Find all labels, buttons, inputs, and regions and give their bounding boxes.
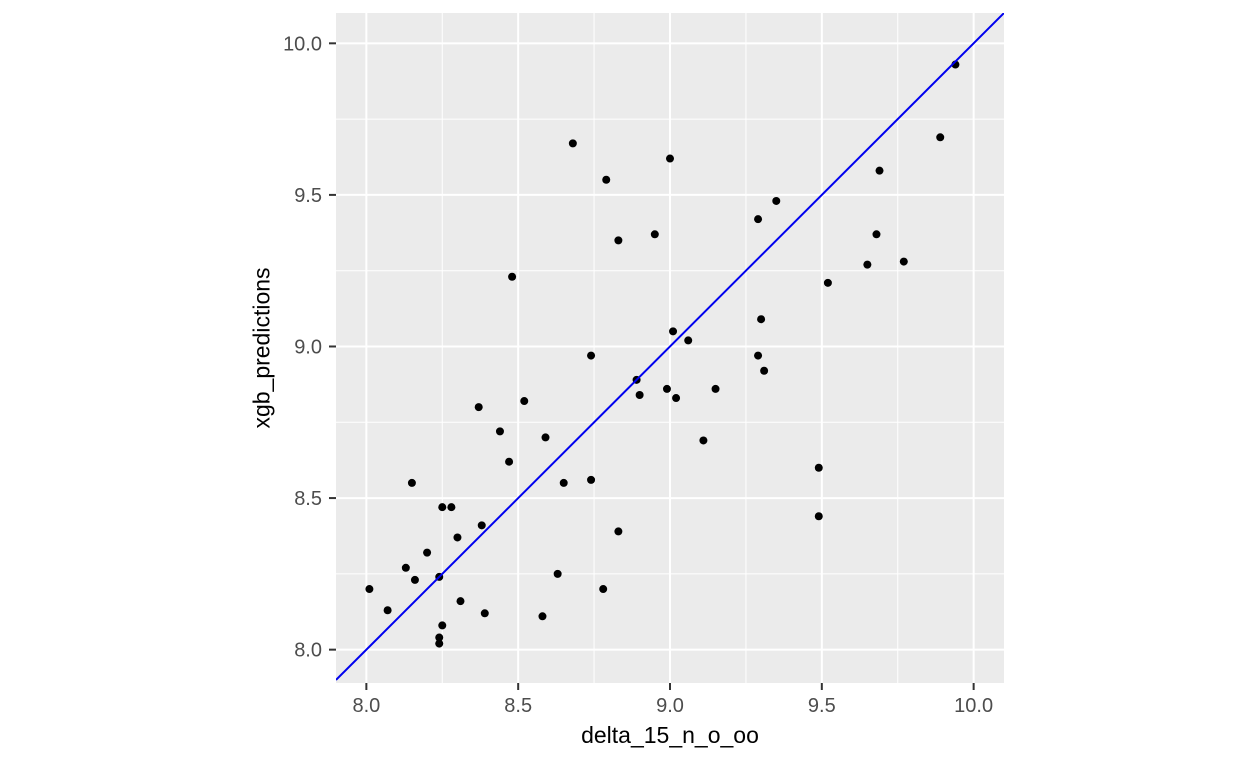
data-point — [863, 260, 872, 269]
data-point — [872, 230, 881, 239]
data-point — [568, 139, 577, 148]
x-tick-label: 9.0 — [656, 695, 684, 717]
data-point — [587, 351, 596, 360]
y-tick-label: 9.0 — [294, 336, 322, 358]
data-point — [587, 475, 596, 484]
data-point — [480, 609, 489, 618]
data-point — [754, 215, 763, 224]
data-point — [772, 196, 781, 205]
data-point — [684, 336, 693, 345]
data-point — [456, 597, 465, 606]
data-point — [650, 230, 659, 239]
data-point — [365, 585, 374, 594]
data-point — [814, 463, 823, 472]
data-point — [435, 639, 444, 648]
y-tick-label: 8.5 — [294, 488, 322, 510]
data-point — [936, 133, 945, 142]
data-point — [438, 503, 447, 512]
y-tick-label: 10.0 — [283, 33, 322, 55]
data-point — [614, 527, 623, 536]
x-tick-label: 8.5 — [504, 695, 532, 717]
data-point — [699, 436, 708, 445]
x-tick-label: 10.0 — [954, 695, 993, 717]
data-point — [553, 569, 562, 578]
data-point — [666, 154, 674, 163]
data-point — [754, 351, 763, 360]
data-point — [614, 236, 623, 245]
data-point — [599, 585, 608, 594]
data-point — [401, 563, 410, 572]
data-point — [495, 427, 504, 436]
data-point — [407, 478, 416, 487]
data-point — [662, 384, 671, 393]
data-point — [559, 478, 568, 487]
data-point — [672, 394, 681, 403]
y-tick-label: 9.5 — [294, 185, 322, 207]
data-point — [474, 403, 483, 412]
data-point — [438, 621, 447, 630]
data-point — [814, 512, 823, 521]
data-point — [711, 384, 720, 393]
x-axis-title: delta_15_n_o_oo — [581, 722, 759, 748]
data-point — [520, 397, 529, 406]
data-point — [899, 257, 908, 266]
data-point — [757, 315, 766, 324]
y-tick-label: 8.0 — [294, 640, 322, 662]
data-point — [423, 548, 432, 557]
data-point — [538, 612, 547, 621]
data-point — [875, 166, 884, 175]
data-point — [477, 521, 486, 530]
data-point — [760, 366, 769, 375]
data-point — [508, 272, 517, 281]
data-point — [447, 503, 456, 512]
x-tick-label: 9.5 — [808, 695, 836, 717]
data-point — [602, 175, 611, 184]
y-axis-title: xgb_predictions — [248, 267, 275, 429]
data-point — [453, 533, 462, 542]
data-point — [435, 633, 444, 642]
data-point — [669, 327, 678, 336]
x-tick-label: 8.0 — [352, 695, 380, 717]
data-point — [410, 575, 419, 584]
data-point — [505, 457, 514, 466]
data-point — [383, 606, 392, 615]
data-point — [635, 390, 644, 399]
data-point — [823, 278, 832, 287]
identity-reference-line — [336, 13, 1004, 681]
data-point — [541, 433, 550, 442]
